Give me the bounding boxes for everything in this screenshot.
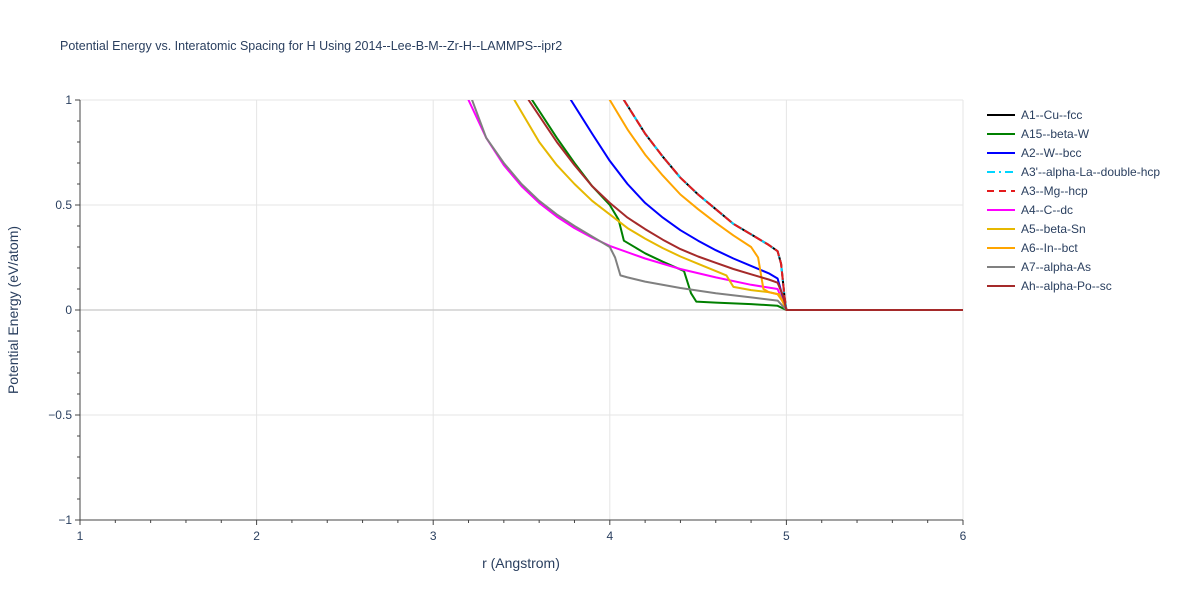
legend-label: A2--W--bcc [1021,146,1081,160]
legend: A1--Cu--fcc A15--beta-W A2--W--bcc A3'--alp… [987,108,1160,293]
series-line-a3-mg-hcp [622,100,963,311]
axes: 1 2 3 4 5 6 −1 −0.5 0 0.5 1 [48,93,966,543]
legend-label: A1--Cu--fcc [1021,108,1082,122]
x-tick-label: 1 [77,529,84,543]
legend-label: A7--alpha-As [1021,260,1091,274]
y-axis-title: Potential Energy (eV/atom) [5,226,21,394]
x-axis-title: r (Angstrom) [482,555,560,571]
legend-label: A15--beta-W [1021,127,1090,141]
x-tick-label: 2 [253,529,260,543]
x-tick-label: 4 [606,529,613,543]
x-tick-label: 3 [430,529,437,543]
legend-label: A4--C--dc [1021,203,1073,217]
legend-label: A6--In--bct [1021,241,1078,255]
y-tick-label: 0.5 [55,198,72,212]
y-tick-label: 0 [65,303,72,317]
y-tick-label: −1 [58,513,72,527]
legend-label: A3--Mg--hcp [1021,184,1088,198]
series-line-a7-alpha-as [471,100,963,311]
series-line-ah-alpha-po-sc [527,100,963,311]
x-tick-label: 6 [960,529,967,543]
x-tick-label: 5 [783,529,790,543]
legend-label: Ah--alpha-Po--sc [1021,279,1112,293]
y-tick-label: −0.5 [48,408,72,422]
y-tick-label: 1 [65,93,72,107]
plot-area [467,100,963,311]
legend-label: A3'--alpha-La--double-hcp [1021,165,1160,179]
chart-title: Potential Energy vs. Interatomic Spacing… [60,39,562,53]
legend-label: A5--beta-Sn [1021,222,1086,236]
